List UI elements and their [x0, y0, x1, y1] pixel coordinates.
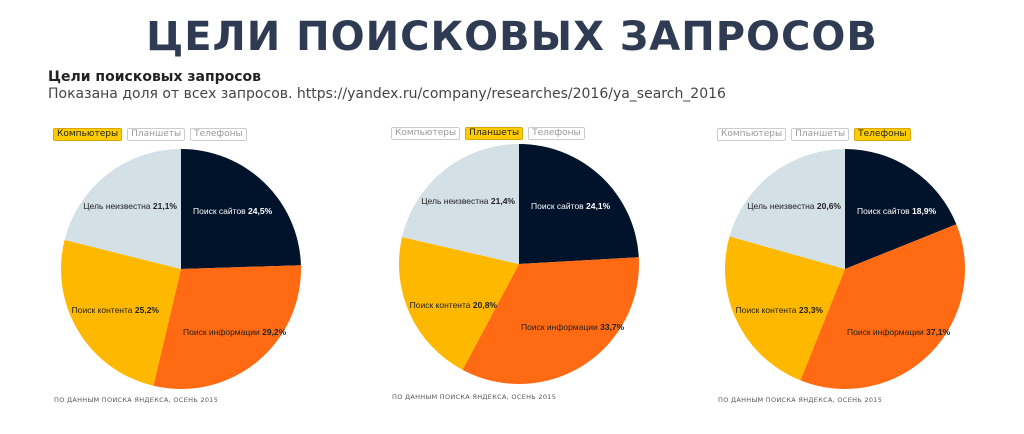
slice-label: Поиск информации 29,2% [183, 327, 287, 337]
pie-chart-phones: Компьютеры Планшеты Телефоны Поиск сайто… [704, 128, 1004, 418]
slice-label: Поиск сайтов 24,5% [193, 206, 273, 216]
page-title: ЦЕЛИ ПОИСКОВЫХ ЗАПРОСОВ [146, 14, 878, 60]
slice-label: Поиск контента 25,2% [72, 305, 160, 315]
slice-label: Цель неизвестна 20,6% [747, 201, 841, 211]
pie-svg: Поиск сайтов 24,5% Поиск информации 29,2%… [60, 149, 302, 389]
pie-slice [153, 265, 302, 389]
pie-slice [729, 149, 845, 269]
pie-slice [181, 149, 301, 269]
pie-slice [800, 224, 965, 389]
slice-label: Поиск информации 37,1% [847, 327, 951, 337]
toggle-computers[interactable]: Компьютеры [717, 128, 787, 141]
pie-slice [60, 239, 181, 386]
chart-subtitle: Цели поисковых запросов [48, 69, 262, 85]
toggle-tablets[interactable]: Планшеты [127, 128, 186, 141]
toggle-tablets[interactable]: Планшеты [465, 127, 524, 140]
slice-label: Цель неизвестна 21,4% [421, 196, 515, 206]
slice-label: Поиск сайтов 24,1% [531, 201, 611, 211]
footnote: ПО ДАННЫМ ПОИСКА ЯНДЕКСА, ОСЕНЬ 2015 [54, 396, 219, 404]
slice-label: Поиск контента 23,3% [736, 305, 824, 315]
toggle-phones[interactable]: Телефоны [854, 128, 911, 141]
pie-slice [402, 144, 519, 264]
pie-slice [845, 149, 957, 269]
slice-label: Поиск сайтов 18,9% [857, 206, 937, 216]
slice-label: Поиск контента 20,8% [410, 300, 498, 310]
toggle-tablets[interactable]: Планшеты [791, 128, 850, 141]
toggle-phones[interactable]: Телефоны [528, 127, 585, 140]
pie-slice [462, 257, 639, 384]
device-toggle-group: Компьютеры Планшеты Телефоны [53, 128, 247, 141]
footnote: ПО ДАННЫМ ПОИСКА ЯНДЕКСА, ОСЕНЬ 2015 [392, 393, 557, 401]
pie-svg: Поиск сайтов 18,9% Поиск информации 37,1%… [725, 149, 965, 389]
toggle-phones[interactable]: Телефоны [190, 128, 247, 141]
pie-chart-computers: Компьютеры Планшеты Телефоны Поиск сайто… [40, 128, 340, 418]
device-toggle-group: Компьютеры Планшеты Телефоны [391, 127, 585, 140]
pie-svg: Поиск сайтов 24,1% Поиск информации 33,7%… [399, 144, 639, 384]
pie-slice [519, 144, 639, 264]
toggle-computers[interactable]: Компьютеры [391, 127, 461, 140]
slice-label: Поиск информации 33,7% [521, 322, 625, 332]
chart-description: Показана доля от всех запросов. https://… [48, 86, 726, 102]
pie-chart-tablets: Компьютеры Планшеты Телефоны Поиск сайто… [378, 127, 678, 417]
pie-slice [725, 236, 845, 381]
pie-slice [399, 237, 519, 370]
device-toggle-group: Компьютеры Планшеты Телефоны [717, 128, 911, 141]
pie-slice [64, 149, 181, 269]
slice-label: Цель неизвестна 21,1% [83, 201, 177, 211]
footnote: ПО ДАННЫМ ПОИСКА ЯНДЕКСА, ОСЕНЬ 2015 [718, 396, 883, 404]
toggle-computers[interactable]: Компьютеры [53, 128, 123, 141]
